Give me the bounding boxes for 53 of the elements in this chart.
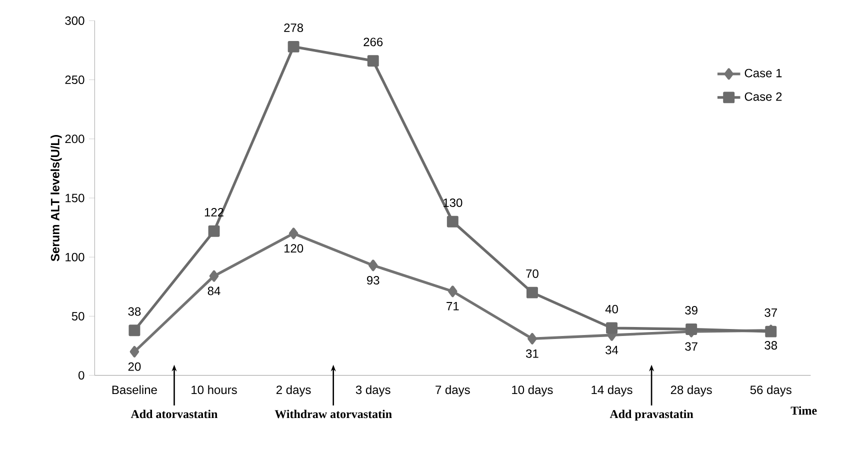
x-axis-title: Time <box>790 406 817 415</box>
data-label: 93 <box>367 276 380 285</box>
x-tick-label: 10 hours <box>192 385 237 394</box>
y-tick-label: 300 <box>65 16 84 25</box>
data-label: 34 <box>606 346 618 354</box>
legend-label: Case 1 <box>744 68 782 78</box>
text: Add pravastatin <box>610 410 694 421</box>
point <box>288 228 298 240</box>
x-tick-label: 28 days <box>670 385 712 396</box>
point <box>448 286 458 298</box>
x-tick-label: 7 days <box>436 385 470 396</box>
point <box>288 40 300 52</box>
y-tick-label: 200 <box>65 134 84 144</box>
point <box>128 324 140 336</box>
data-label: 120 <box>284 244 304 253</box>
x-tick-label: 10 days <box>512 385 553 396</box>
x-tick-label: 2 days <box>276 385 311 396</box>
data-label: 39 <box>685 306 698 315</box>
y-tick-label: 50 <box>72 312 84 320</box>
data-label: 40 <box>605 304 618 314</box>
point <box>526 286 538 298</box>
data-label: 38 <box>128 307 141 316</box>
point <box>130 346 140 358</box>
point <box>209 270 219 282</box>
point <box>368 260 378 272</box>
data-label: 266 <box>364 38 383 46</box>
y-tick-label: 100 <box>66 252 84 262</box>
text: Withdraw atorvastatin <box>274 410 392 418</box>
x-tick-label: Baseline <box>112 385 157 394</box>
y-tick-label: 150 <box>66 194 84 202</box>
point <box>528 332 537 344</box>
data-label: 71 <box>446 302 459 310</box>
point <box>686 323 698 335</box>
data-label: 70 <box>526 269 538 278</box>
data-label: 278 <box>284 24 304 32</box>
x-tick-label: 14 days <box>592 385 632 396</box>
y-tick-label: 0 <box>78 371 84 380</box>
data-label: 84 <box>208 286 220 296</box>
point <box>446 216 458 228</box>
legend-label: Case 2 <box>744 92 782 101</box>
data-label: 20 <box>128 362 141 371</box>
y-tick-label: 250 <box>65 76 84 84</box>
point <box>367 55 379 67</box>
data-label: 37 <box>685 342 698 351</box>
data-label: 31 <box>526 349 538 358</box>
text: Add atorvastatin <box>130 410 218 418</box>
point <box>606 322 618 334</box>
point <box>208 225 220 237</box>
data-label: 37 <box>764 308 777 317</box>
x-tick-label: 56 days <box>750 385 792 396</box>
x-tick-label: 3 days <box>356 385 390 396</box>
data-label: 38 <box>764 341 778 350</box>
y-axis-title: Serum ALT levels(U/L) <box>50 135 62 262</box>
